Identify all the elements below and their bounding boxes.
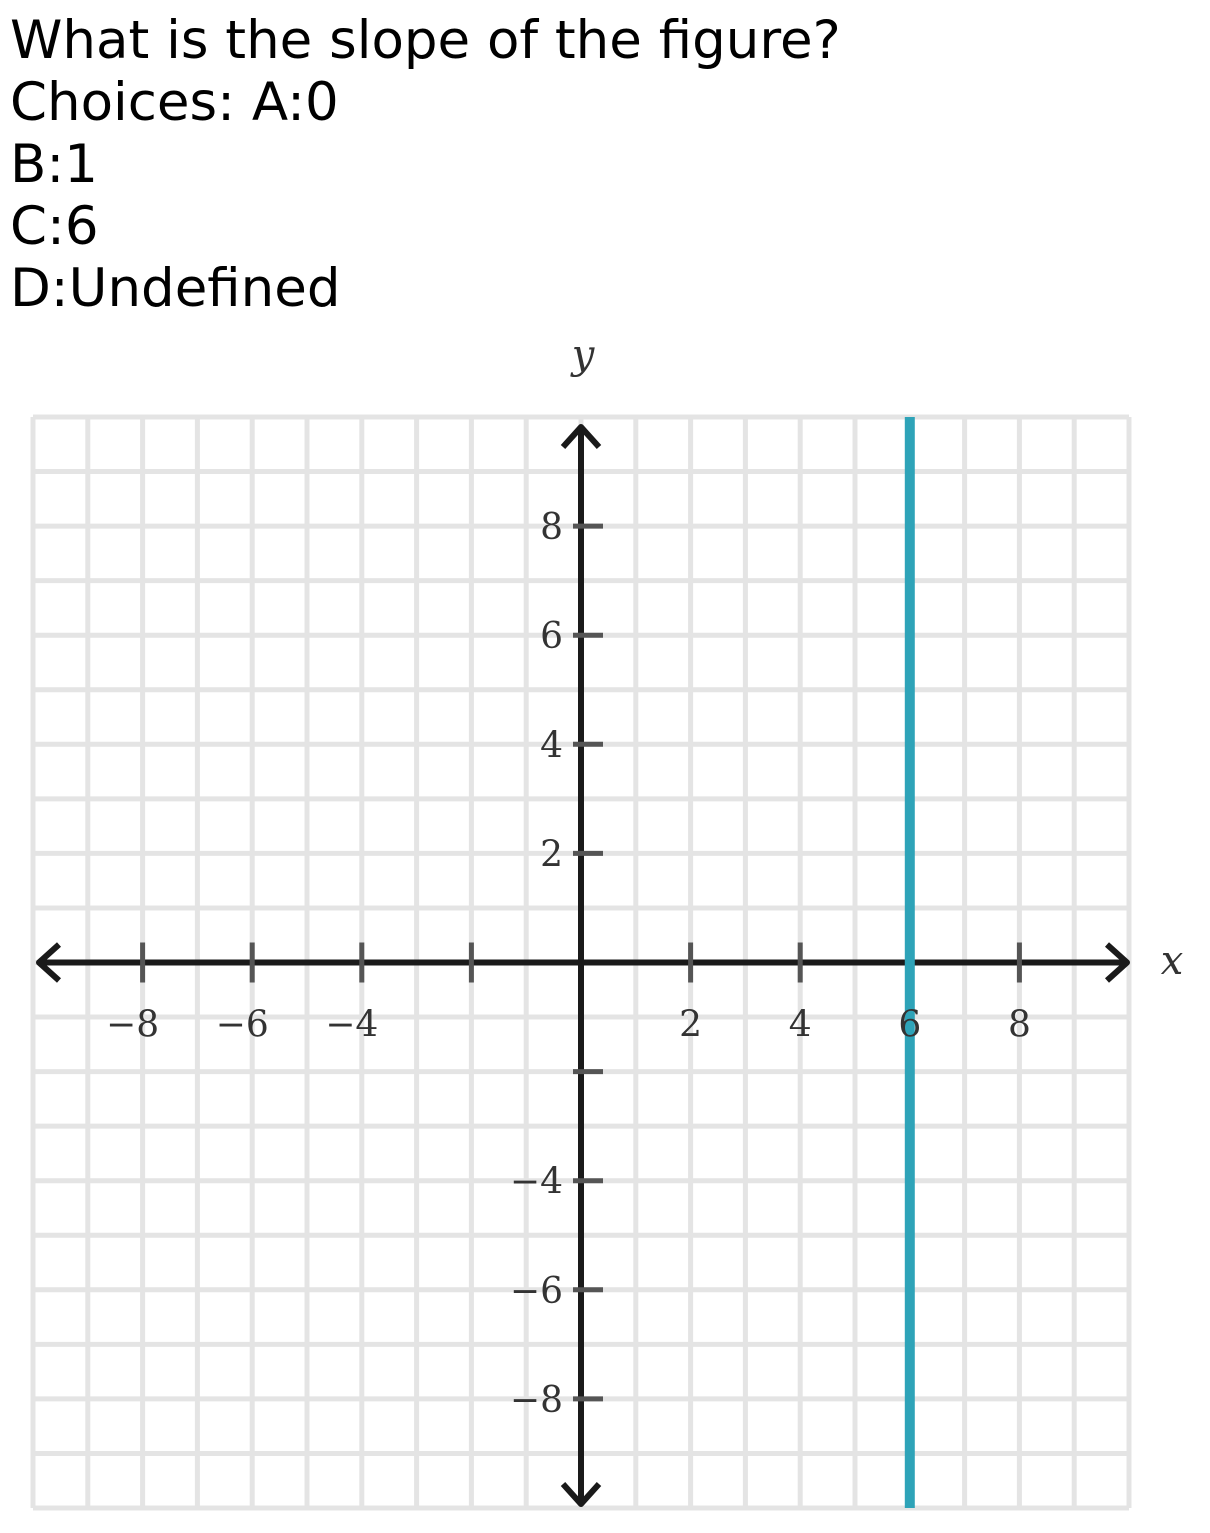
tick-labels: −8 −6 −4 2 4 6 8 8 6 4 2 −4 −6 −8 <box>106 507 1031 1421</box>
x-tick-label: 6 <box>898 1005 921 1046</box>
x-tick-label: −8 <box>106 1005 159 1046</box>
y-tick-label: 2 <box>540 834 563 875</box>
x-tick-label: 2 <box>679 1005 702 1046</box>
x-tick-label: −4 <box>325 1005 378 1046</box>
question-block: What is the slope of the figure? Choices… <box>10 10 841 320</box>
choice-a: Choices: A:0 <box>10 72 339 133</box>
x-axis-label: x <box>1161 938 1184 984</box>
x-axis-arrow-left <box>36 942 62 983</box>
x-axis-arrow-right <box>1104 942 1130 983</box>
question-text: What is the slope of the figure? <box>10 10 841 71</box>
y-axis-arrow-top <box>560 424 602 450</box>
y-tick-label: 6 <box>540 616 563 657</box>
y-tick-label: 8 <box>540 507 563 548</box>
y-tick-label: −8 <box>510 1380 563 1421</box>
choice-d: D:Undefined <box>10 258 341 319</box>
choice-b: B:1 <box>10 134 98 195</box>
y-tick-label: −4 <box>510 1162 563 1203</box>
x-tick-label: 8 <box>1008 1005 1031 1046</box>
y-tick-label: 4 <box>540 725 563 766</box>
y-axis-label: y <box>570 332 596 378</box>
y-axis-arrow-bottom <box>560 1481 602 1507</box>
x-tick-label: −6 <box>216 1005 269 1046</box>
axes <box>36 424 1130 1507</box>
x-tick-label: 4 <box>789 1005 812 1046</box>
y-tick-label: −6 <box>510 1271 563 1312</box>
choice-c: C:6 <box>10 196 99 257</box>
